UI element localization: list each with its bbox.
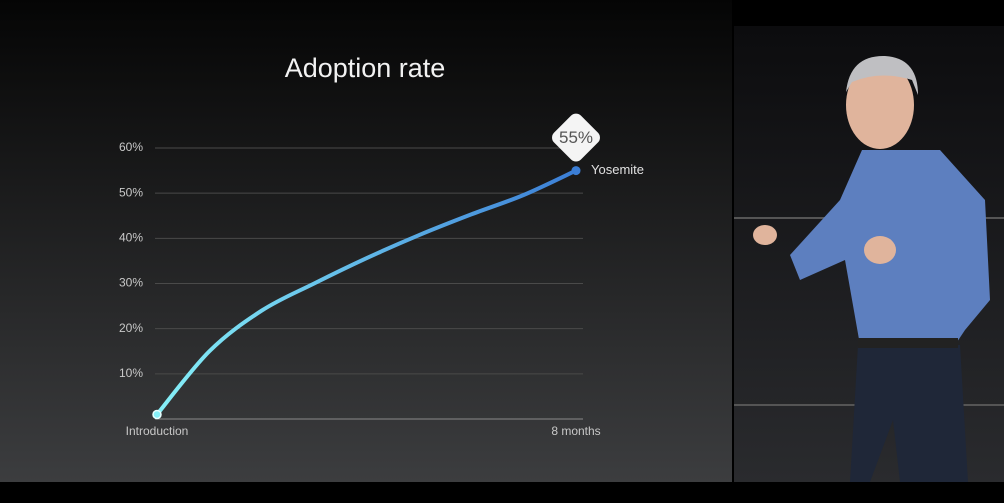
y-tick-label: 20% xyxy=(119,321,143,335)
value-label-badge xyxy=(552,113,600,162)
end-point xyxy=(571,166,581,176)
series-label: Yosemite xyxy=(591,162,644,177)
value-label: 55% xyxy=(559,128,593,147)
x-tick-label: Introduction xyxy=(126,424,189,438)
plot-area: 10% 20% 30% 40% 50% 60% Introduction 8 months Yo… xyxy=(119,113,644,438)
y-tick-label: 10% xyxy=(119,366,143,380)
y-tick-label: 40% xyxy=(119,231,143,245)
y-tick-label: 60% xyxy=(119,140,143,154)
chart-title: Adoption rate xyxy=(285,53,446,83)
data-line xyxy=(155,168,578,417)
slide-background xyxy=(0,0,732,482)
start-point xyxy=(152,409,162,420)
x-tick-label: 8 months xyxy=(551,424,600,438)
presenter xyxy=(734,55,1004,482)
y-tick-label: 50% xyxy=(119,185,143,199)
y-tick-label: 30% xyxy=(119,276,143,290)
